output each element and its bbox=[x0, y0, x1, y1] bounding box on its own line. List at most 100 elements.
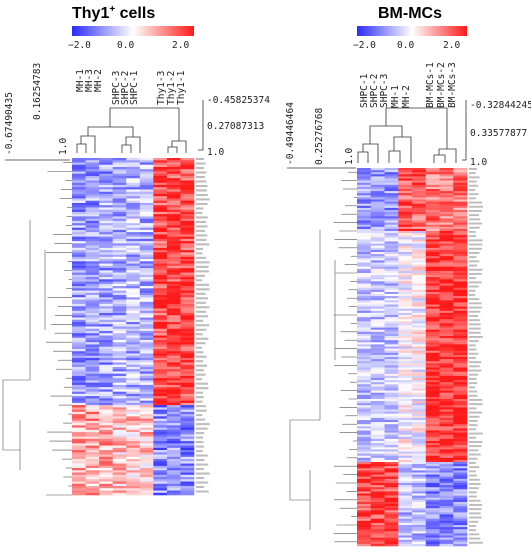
heatmap-cell bbox=[112, 261, 127, 264]
heatmap-cell bbox=[72, 380, 86, 383]
heatmap-cell bbox=[166, 351, 181, 354]
heatmap-cell bbox=[99, 380, 113, 383]
heatmap-cell bbox=[180, 225, 195, 228]
heatmap-cell bbox=[412, 289, 427, 293]
heatmap-cell bbox=[439, 273, 454, 276]
heatmap-cell bbox=[72, 180, 86, 184]
heatmap-cell bbox=[180, 418, 195, 422]
gene-label-placeholder bbox=[196, 166, 204, 170]
heatmap-cell bbox=[398, 252, 413, 255]
heatmap-cell bbox=[99, 223, 113, 226]
heatmap-cell bbox=[439, 420, 454, 423]
heatmap-cell bbox=[85, 169, 100, 172]
heatmap-cell bbox=[72, 344, 86, 348]
heatmap-cell bbox=[126, 474, 141, 478]
gene-label-placeholder bbox=[469, 453, 481, 456]
heatmap-cell bbox=[439, 529, 454, 532]
heatmap-cell bbox=[99, 160, 113, 163]
heatmap-cell bbox=[357, 447, 372, 450]
heatmap-cell bbox=[99, 360, 113, 363]
gene-label-placeholder bbox=[469, 193, 479, 196]
heatmap-cell bbox=[99, 434, 113, 437]
heatmap-cell bbox=[180, 270, 195, 273]
heatmap-cell bbox=[412, 363, 427, 366]
heatmap-cell bbox=[99, 382, 113, 386]
heatmap-cell bbox=[99, 279, 113, 282]
heatmap-cell bbox=[153, 450, 168, 453]
heatmap-cell bbox=[439, 262, 454, 265]
gene-label-placeholder bbox=[196, 409, 207, 412]
heatmap-cell bbox=[357, 279, 372, 282]
heatmap-cell bbox=[72, 360, 86, 363]
heatmap-cell bbox=[166, 196, 181, 199]
heatmap-cell bbox=[453, 363, 468, 366]
heatmap-cell bbox=[370, 480, 385, 484]
heatmap-cell bbox=[398, 495, 413, 498]
heatmap-cell bbox=[412, 384, 427, 387]
heatmap-cell bbox=[85, 468, 100, 471]
heatmap-cell bbox=[126, 371, 141, 374]
heatmap-cell bbox=[139, 479, 154, 482]
heatmap-cell bbox=[439, 487, 454, 490]
heatmap-cell bbox=[398, 373, 413, 377]
heatmap-cell bbox=[398, 459, 413, 463]
heatmap-cell bbox=[398, 434, 413, 438]
gene-label-placeholder bbox=[469, 436, 476, 439]
heatmap-cell bbox=[139, 283, 154, 287]
heatmap-cell bbox=[357, 401, 372, 404]
heatmap-cell bbox=[398, 390, 413, 393]
heatmap-cell bbox=[357, 319, 372, 322]
heatmap-cell bbox=[425, 470, 440, 473]
heatmap-cell bbox=[72, 375, 86, 379]
heatmap-cell bbox=[384, 273, 399, 276]
heatmap-cell bbox=[398, 180, 413, 183]
heatmap-cell bbox=[153, 396, 168, 399]
heatmap-cell bbox=[72, 445, 86, 449]
heatmap-cell bbox=[153, 483, 168, 487]
heatmap-cell bbox=[126, 274, 141, 278]
heatmap-cell bbox=[72, 295, 86, 298]
heatmap-cell bbox=[398, 193, 413, 196]
col-dendro-value-bottom: 1.0 bbox=[470, 157, 487, 168]
heatmap-cell bbox=[425, 401, 440, 404]
heatmap-cell bbox=[166, 164, 181, 168]
heatmap-cell bbox=[384, 483, 399, 486]
gene-label-placeholder bbox=[469, 478, 480, 481]
heatmap-cell bbox=[180, 371, 195, 374]
heatmap-cell bbox=[384, 352, 399, 356]
heatmap-cell bbox=[139, 281, 154, 285]
heatmap-cell bbox=[384, 426, 399, 429]
heatmap-cell bbox=[439, 186, 454, 190]
heatmap-cell bbox=[370, 168, 385, 171]
heatmap-cell bbox=[112, 371, 127, 374]
heatmap-cell bbox=[453, 277, 468, 280]
heatmap-cell bbox=[384, 466, 399, 469]
heatmap-cell bbox=[357, 371, 372, 375]
heatmap-cell bbox=[370, 472, 385, 475]
heatmap-cell bbox=[370, 462, 385, 465]
heatmap-cell bbox=[112, 295, 127, 298]
heatmap-cell bbox=[139, 474, 154, 478]
gene-label-placeholder bbox=[196, 369, 204, 372]
heatmap-cell bbox=[99, 400, 113, 404]
heatmap-cell bbox=[370, 333, 385, 337]
heatmap-cell bbox=[384, 436, 399, 440]
heatmap-cell bbox=[425, 396, 440, 400]
heatmap-cell bbox=[153, 220, 168, 224]
heatmap-cell bbox=[384, 212, 399, 215]
heatmap-cell bbox=[99, 304, 113, 307]
gene-label-placeholder bbox=[196, 391, 203, 394]
heatmap-cell bbox=[180, 209, 195, 213]
heatmap-cell bbox=[425, 296, 440, 299]
row-dendro-scale-thy1: -0.67490435 0.16254783 1.0 bbox=[4, 63, 70, 161]
heatmap-cell bbox=[126, 384, 141, 388]
heatmap-cell bbox=[357, 464, 372, 467]
heatmap-cell bbox=[99, 259, 113, 262]
heatmap-cell bbox=[357, 375, 372, 379]
heatmap-cell bbox=[180, 218, 195, 222]
heatmap-cell bbox=[453, 373, 468, 377]
heatmap-cell bbox=[99, 452, 113, 455]
heatmap-cell bbox=[85, 315, 100, 318]
heatmap-cell bbox=[439, 340, 454, 343]
heatmap-cell bbox=[412, 342, 427, 345]
